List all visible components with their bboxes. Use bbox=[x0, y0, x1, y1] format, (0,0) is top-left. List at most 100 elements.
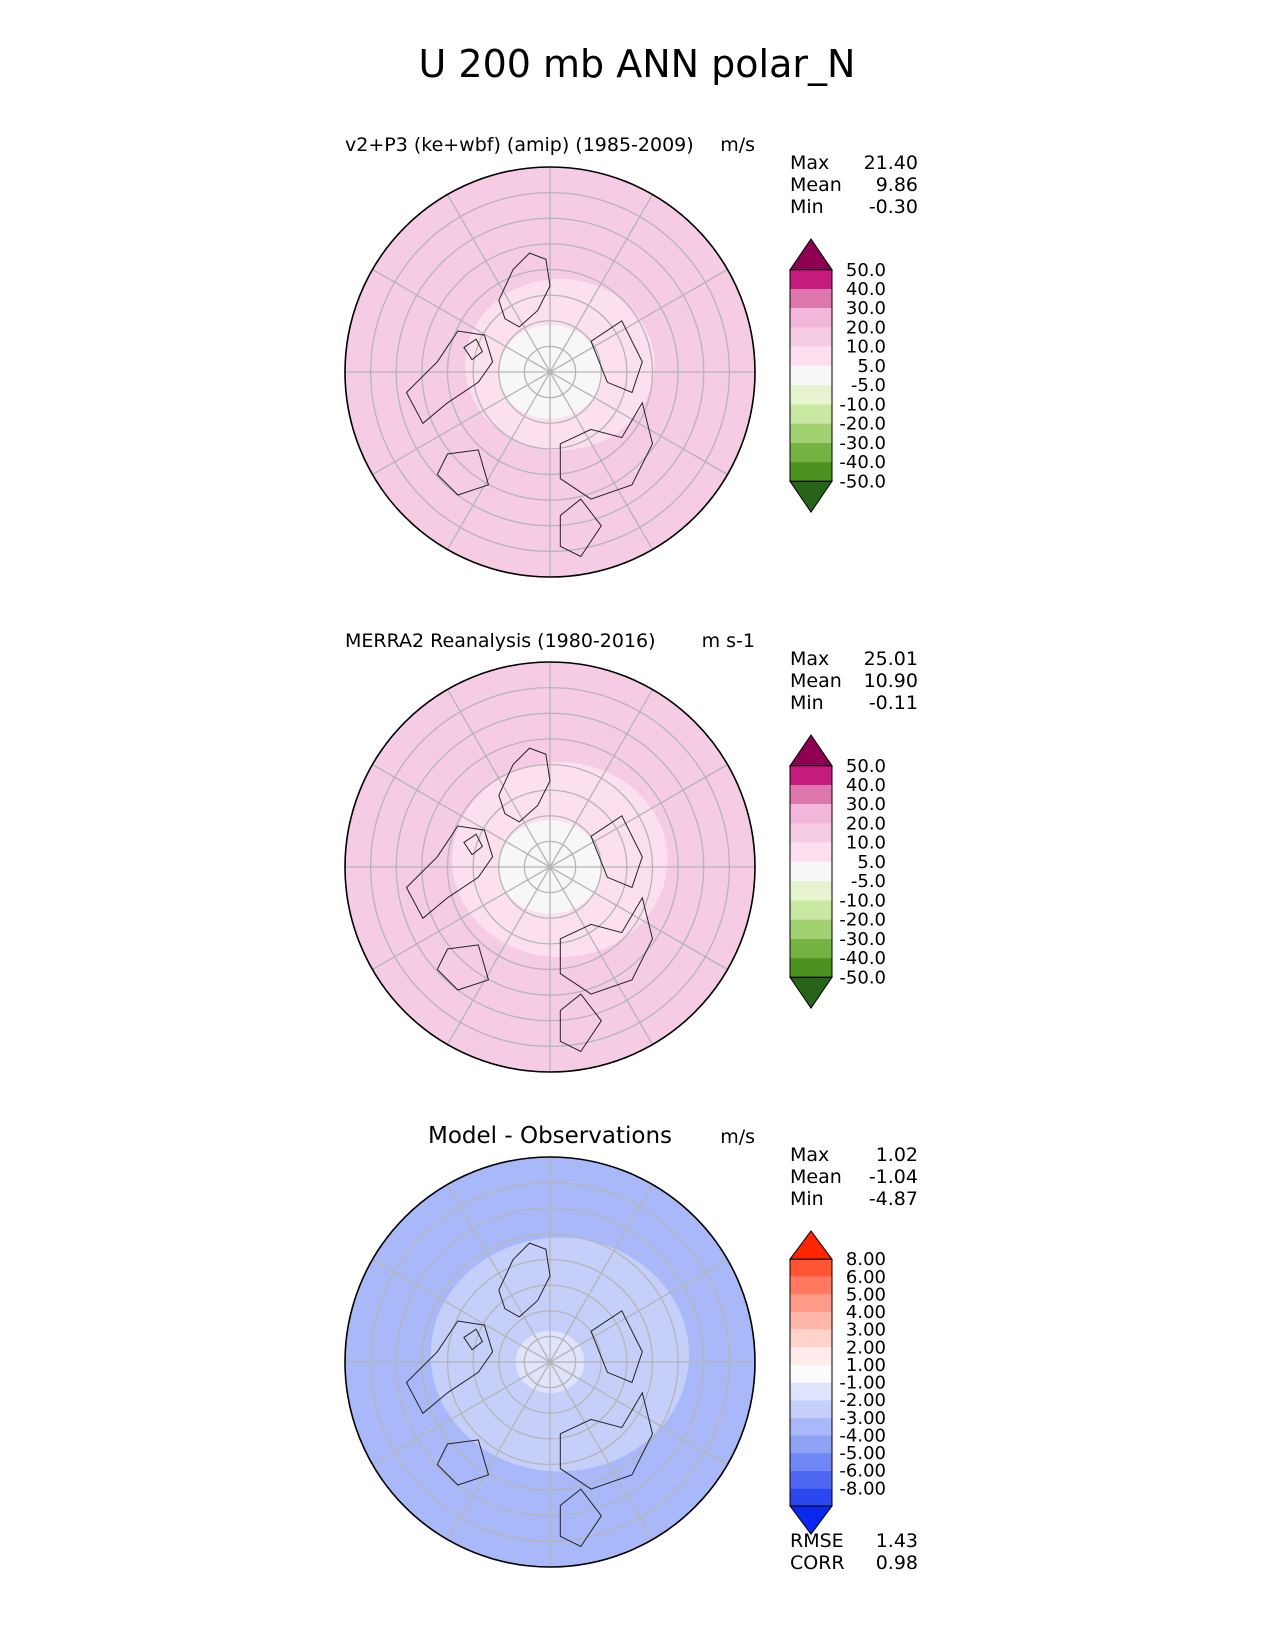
colorbar-segment bbox=[790, 385, 832, 405]
coastline bbox=[498, 1242, 551, 1318]
stat-label-min: Min bbox=[790, 1188, 824, 1210]
colorbar-tick-label: -30.0 bbox=[839, 929, 886, 950]
colorbar-tick-label: 50.0 bbox=[846, 756, 886, 777]
polar-map bbox=[345, 662, 755, 1072]
coastline bbox=[405, 1320, 494, 1415]
colorbar-tick-label: 10.0 bbox=[846, 337, 886, 358]
panel-title: v2+P3 (ke+wbf) (amip) (1985-2009) bbox=[345, 134, 694, 156]
colorbar-segment bbox=[790, 327, 832, 347]
colorbar-tick-label: 10.0 bbox=[846, 833, 886, 854]
colorbar-tick-label: -20.0 bbox=[839, 910, 886, 931]
colorbar-segment bbox=[790, 346, 832, 366]
polar-map bbox=[345, 167, 755, 577]
colorbar-tick-label: 30.0 bbox=[846, 298, 886, 319]
colorbar-tick-label: 2.00 bbox=[846, 1337, 886, 1358]
colorbar-segment bbox=[790, 842, 832, 862]
stat-value-mean: -1.04 bbox=[869, 1166, 918, 1188]
coastline bbox=[590, 1310, 643, 1384]
stat-value-corr: 0.98 bbox=[876, 1552, 918, 1574]
colorbar-segment bbox=[790, 881, 832, 901]
colorbar-tick-label: 8.00 bbox=[846, 1249, 886, 1270]
colorbar-segment bbox=[790, 1276, 832, 1295]
polar-map bbox=[345, 1157, 755, 1567]
colorbar-tick-label: 5.00 bbox=[846, 1284, 886, 1305]
colorbar-segment bbox=[790, 1435, 832, 1454]
colorbar-segment bbox=[790, 804, 832, 824]
colorbar-segment bbox=[790, 1488, 832, 1506]
units-label: m s-1 bbox=[702, 630, 755, 652]
colorbar-segment bbox=[790, 365, 832, 386]
colorbar-tick-label: -30.0 bbox=[839, 433, 886, 454]
meridian-line bbox=[549, 866, 728, 971]
coastline bbox=[498, 747, 551, 823]
coastline bbox=[405, 330, 494, 425]
colorbar-segment bbox=[790, 900, 832, 920]
panel-title: Model - Observations bbox=[428, 1123, 672, 1149]
colorbar-segment bbox=[790, 404, 832, 424]
colorbar-segment bbox=[790, 462, 832, 482]
stat-label-corr: CORR bbox=[790, 1552, 845, 1574]
coastline bbox=[559, 401, 654, 500]
stat-value-mean: 10.90 bbox=[864, 670, 918, 692]
meridian-line bbox=[549, 866, 654, 1045]
stat-value-rmse: 1.43 bbox=[876, 1530, 918, 1552]
colorbar-segment bbox=[790, 765, 832, 785]
units-label: m/s bbox=[720, 1126, 755, 1148]
colorbar-tick-label: 6.00 bbox=[846, 1267, 886, 1288]
meridian-line bbox=[549, 194, 654, 373]
meridian-line bbox=[372, 1361, 551, 1466]
colorbar-tick-label: -8.00 bbox=[839, 1478, 886, 1499]
colorbar-tick-label: -6.00 bbox=[839, 1461, 886, 1482]
coastline bbox=[463, 833, 484, 856]
colorbar-tick-label: -3.00 bbox=[839, 1408, 886, 1429]
stat-value-min: -0.30 bbox=[869, 196, 918, 218]
panel-reference: MERRA2 Reanalysis (1980-2016) m s-1 Max 25.… bbox=[344, 630, 918, 1073]
stat-label-mean: Mean bbox=[790, 174, 842, 196]
map-boundary bbox=[344, 166, 756, 578]
colorbar-tick-label: 30.0 bbox=[846, 794, 886, 815]
meridian-line bbox=[372, 866, 551, 971]
colorbar-segment bbox=[790, 1382, 832, 1401]
colorbar-segment bbox=[790, 938, 832, 959]
coastline bbox=[405, 825, 494, 920]
colorbar-tick-label: -5.00 bbox=[839, 1443, 886, 1464]
colorbar-segment bbox=[790, 308, 832, 328]
colorbar-tick-label: 40.0 bbox=[846, 775, 886, 796]
colorbar-tick-label: 20.0 bbox=[846, 317, 886, 338]
meridian-line bbox=[446, 1361, 551, 1540]
colorbar-extend-min bbox=[789, 976, 833, 1009]
stat-label-mean: Mean bbox=[790, 1166, 842, 1188]
colorbar-tick-label: 50.0 bbox=[846, 260, 886, 281]
colorbar-extend-max bbox=[789, 238, 833, 271]
stat-label-min: Min bbox=[790, 196, 824, 218]
meridian-line bbox=[549, 1361, 654, 1540]
meridian-line bbox=[372, 371, 551, 476]
meridian-line bbox=[446, 371, 551, 550]
stat-label-max: Max bbox=[790, 648, 829, 670]
colorbar-segment bbox=[790, 289, 832, 309]
colorbar-tick-label: -10.0 bbox=[839, 394, 886, 415]
map-boundary bbox=[344, 1156, 756, 1568]
meridian-line bbox=[549, 268, 728, 373]
coastline bbox=[559, 993, 602, 1053]
meridian-line bbox=[549, 763, 728, 868]
colorbar-tick-label: -50.0 bbox=[839, 967, 886, 988]
coastline bbox=[559, 1488, 602, 1548]
coastline bbox=[436, 449, 490, 496]
colorbar-extend-max bbox=[789, 734, 833, 767]
units-label: m/s bbox=[720, 134, 755, 156]
colorbar-tick-label: -4.00 bbox=[839, 1425, 886, 1446]
colorbar-tick-label: 5.0 bbox=[857, 852, 886, 873]
stat-label-rmse: RMSE bbox=[790, 1530, 844, 1552]
panel-difference: Model - Observations m/s Max 1.02 Mean -1.04 M… bbox=[344, 1123, 918, 1574]
stat-value-mean: 9.86 bbox=[876, 174, 918, 196]
stat-label-max: Max bbox=[790, 1144, 829, 1166]
colorbar-segment bbox=[790, 1259, 832, 1277]
colorbar-tick-label: 4.00 bbox=[846, 1302, 886, 1323]
colorbar-segment bbox=[790, 1417, 832, 1436]
meridian-line bbox=[446, 866, 551, 1045]
meridian-line bbox=[446, 1184, 551, 1363]
colorbar-tick-label: -10.0 bbox=[839, 890, 886, 911]
colorbar-segment bbox=[790, 423, 832, 443]
